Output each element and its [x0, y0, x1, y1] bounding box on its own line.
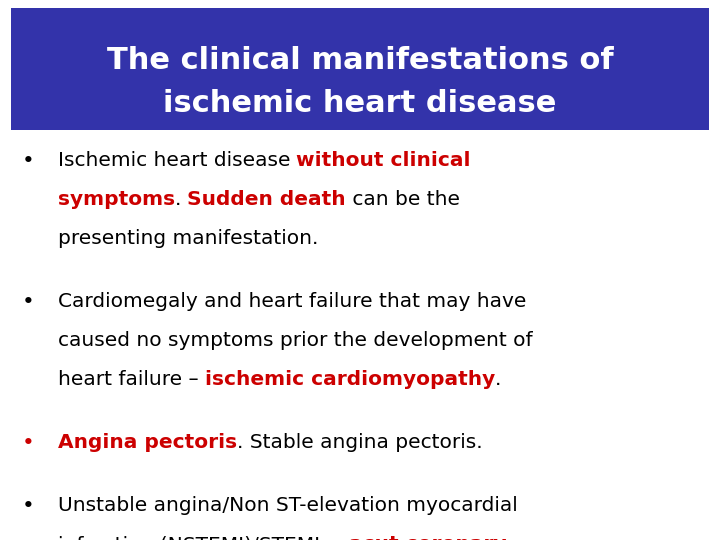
Text: symptoms: symptoms [58, 190, 175, 209]
Text: •: • [22, 151, 35, 171]
Text: •: • [22, 292, 35, 312]
Text: •: • [22, 433, 35, 453]
Text: Angina pectoris: Angina pectoris [58, 433, 237, 452]
Text: Sudden death: Sudden death [187, 190, 346, 209]
Text: heart failure –: heart failure – [58, 370, 204, 389]
Text: acut coronary: acut coronary [349, 535, 507, 540]
FancyBboxPatch shape [11, 8, 709, 130]
Text: can be the: can be the [346, 190, 460, 209]
Text: Ischemic heart disease: Ischemic heart disease [58, 151, 297, 170]
Text: ischemic cardiomyopathy: ischemic cardiomyopathy [204, 370, 495, 389]
Text: . Stable angina pectoris.: . Stable angina pectoris. [237, 433, 482, 452]
Text: .: . [175, 190, 187, 209]
Text: presenting manifestation.: presenting manifestation. [58, 229, 318, 248]
Text: •: • [22, 496, 35, 516]
Text: without clinical: without clinical [297, 151, 471, 170]
Text: infarction (NSTEMI)/STEMI =: infarction (NSTEMI)/STEMI = [58, 535, 349, 540]
Text: Unstable angina/Non ST-elevation myocardial: Unstable angina/Non ST-elevation myocard… [58, 496, 518, 515]
Text: The clinical manifestations of: The clinical manifestations of [107, 46, 613, 75]
Text: ischemic heart disease: ischemic heart disease [163, 89, 557, 118]
Text: caused no symptoms prior the development of: caused no symptoms prior the development… [58, 331, 532, 350]
Text: .: . [495, 370, 501, 389]
Text: Cardiomegaly and heart failure that may have: Cardiomegaly and heart failure that may … [58, 292, 526, 311]
